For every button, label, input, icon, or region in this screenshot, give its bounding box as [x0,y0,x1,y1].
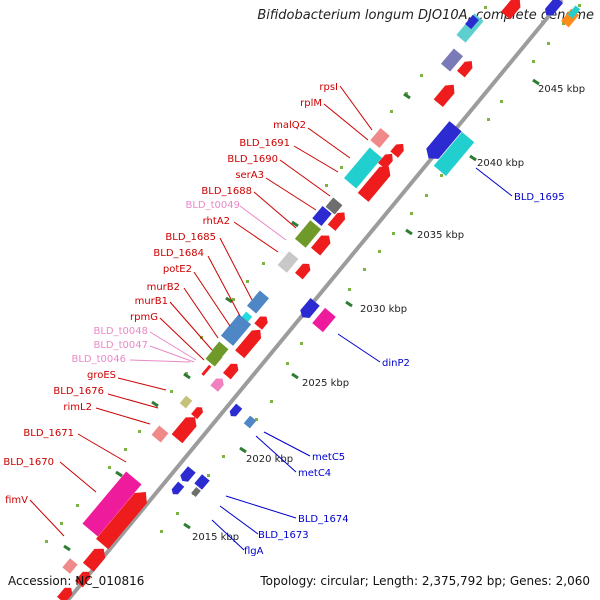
scale-labels: 2045 kbp 2040 kbp 2035 kbp 2030 kbp 2025… [192,84,585,543]
gene-label: malQ2 [273,120,306,131]
gene-label: BLD_1676 [53,386,104,397]
scale-label: 2040 kbp [477,158,524,169]
forward-genes [57,0,521,600]
label-leaders-right [211,167,513,551]
gene-label: BLD_t0047 [93,340,148,351]
gene-label: murB2 [147,282,180,293]
gene-label: BLD_1673 [258,530,309,541]
gene-label: BLD_t0046 [71,354,126,365]
gene-label: metC5 [312,452,345,463]
scale-label: 2015 kbp [192,532,239,543]
gene-label: BLD_1684 [153,248,204,259]
gene-label: BLD_t0049 [185,200,240,211]
gene-label: groES [87,370,116,381]
gene-label: BLD_1671 [23,428,74,439]
accession-text: Accession: NC_010816 [8,574,145,588]
gene-label: BLD_1688 [201,186,252,197]
gene-label: rimL2 [63,402,92,413]
gene-label: rplM [300,98,322,109]
gene-labels-right: BLD_1695 dinP2 metC5 metC4 BLD_1674 BLD_… [244,192,565,557]
scale-label: 2030 kbp [360,304,407,315]
gene-label: BLD_1685 [165,232,216,243]
scale-label: 2020 kbp [246,454,293,465]
genome-summary-text: Topology: circular; Length: 2,375,792 bp… [260,574,590,588]
gene-label: BLD_1670 [3,457,54,468]
major-ticks [63,78,540,552]
label-leaders-left [29,85,373,537]
scale-label: 2045 kbp [538,84,585,95]
scale-label: 2025 kbp [302,378,349,389]
gene-label: rpmG [130,312,158,323]
gene-label: BLD_1674 [298,514,349,525]
gene-label: rhtA2 [203,216,230,227]
gene-label: murB1 [135,296,168,307]
minor-ticks-right [160,4,581,533]
gene-label: BLD_t0048 [93,326,148,337]
gene-label: dinP2 [382,358,410,369]
gene-labels-left: rpsI rplM malQ2 BLD_1691 BLD_1690 serA3 … [3,82,338,506]
gene-label: flgA [244,546,264,557]
gene-label: rpsI [319,82,338,93]
gene-label: potE2 [163,264,192,275]
scale-label: 2035 kbp [417,230,464,241]
gene-label: fimV [5,495,28,506]
gene-label: BLD_1690 [227,154,278,165]
gene-label: metC4 [298,468,331,479]
gene-label: BLD_1695 [514,192,565,203]
reverse-genes [171,0,581,497]
gene-label: BLD_1691 [239,138,290,149]
genome-backbone [66,0,564,600]
gene-label: serA3 [235,170,264,181]
